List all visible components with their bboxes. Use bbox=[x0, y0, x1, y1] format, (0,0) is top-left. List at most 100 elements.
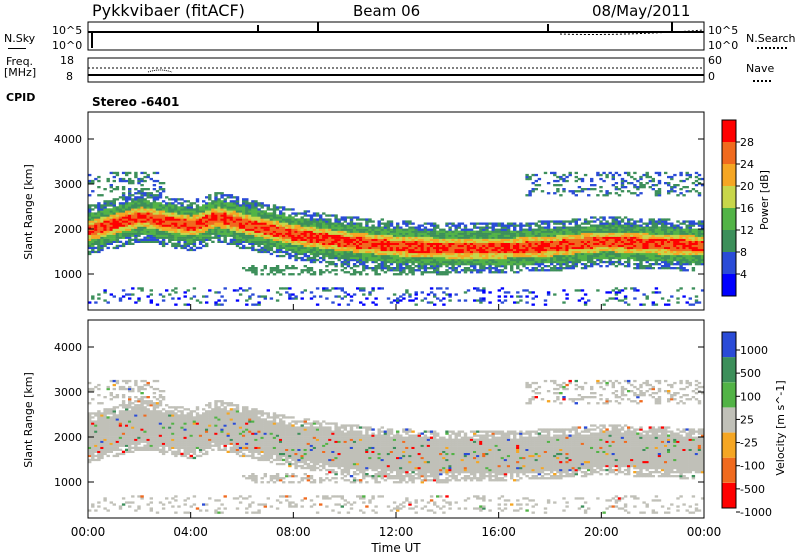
power-cell bbox=[574, 226, 578, 229]
power-cell bbox=[522, 248, 526, 252]
power-cell bbox=[546, 240, 551, 243]
power-cell bbox=[94, 216, 98, 219]
power-cell bbox=[436, 260, 440, 264]
power-cell bbox=[177, 242, 181, 245]
power-cell bbox=[337, 234, 341, 237]
power-cell bbox=[125, 234, 129, 237]
power-cell bbox=[235, 208, 240, 211]
power-cell bbox=[165, 214, 169, 217]
power-cell bbox=[623, 236, 628, 239]
power-cell bbox=[128, 196, 132, 199]
power-cell bbox=[177, 220, 181, 223]
power-cell bbox=[146, 236, 150, 239]
power-cell bbox=[399, 234, 403, 237]
power-cell bbox=[254, 267, 258, 270]
power-cell bbox=[161, 216, 166, 219]
power-cell bbox=[217, 230, 221, 233]
power-cell bbox=[660, 244, 665, 248]
power-cell bbox=[180, 202, 184, 205]
power-cell bbox=[297, 244, 301, 248]
power-cell bbox=[405, 236, 409, 239]
power-cell bbox=[531, 258, 535, 262]
power-cell bbox=[522, 238, 526, 241]
power-cell bbox=[525, 228, 529, 231]
power-cell bbox=[205, 202, 209, 205]
power-cell bbox=[288, 238, 292, 241]
power-cell bbox=[371, 238, 375, 241]
power-cell bbox=[605, 226, 609, 229]
power-cell bbox=[285, 234, 289, 237]
power-cell bbox=[546, 238, 551, 241]
power-cell bbox=[109, 216, 113, 219]
power-cell bbox=[642, 246, 646, 250]
power-cell bbox=[473, 238, 477, 241]
power-cell bbox=[494, 269, 498, 272]
power-cell bbox=[676, 226, 680, 229]
power-cell bbox=[177, 232, 181, 235]
power-cell bbox=[315, 236, 320, 239]
power-cell bbox=[497, 236, 501, 239]
power-cell bbox=[331, 240, 335, 243]
power-cell bbox=[454, 271, 458, 274]
power-cell bbox=[198, 232, 203, 235]
power-cell bbox=[103, 220, 107, 223]
power-cell bbox=[174, 232, 178, 235]
power-cell bbox=[282, 214, 286, 217]
power-cell bbox=[334, 263, 338, 266]
power-cell bbox=[226, 224, 230, 227]
power-cell bbox=[303, 244, 307, 248]
power-cell bbox=[155, 220, 160, 223]
power-cell bbox=[562, 289, 566, 292]
power-cell bbox=[439, 265, 443, 268]
power-cell bbox=[285, 230, 289, 233]
power-cell bbox=[436, 273, 440, 276]
power-cell bbox=[673, 236, 677, 239]
power-cell bbox=[319, 228, 323, 231]
power-cell bbox=[399, 299, 403, 302]
power-cell bbox=[371, 250, 375, 254]
power-cell bbox=[161, 214, 166, 217]
power-cell bbox=[346, 248, 351, 252]
power-cell bbox=[537, 226, 542, 229]
nave-legend-line bbox=[753, 80, 771, 82]
power-cell bbox=[559, 254, 563, 258]
power-cell bbox=[325, 246, 329, 250]
power-cell bbox=[420, 230, 424, 233]
power-cell bbox=[386, 258, 391, 262]
power-cell bbox=[559, 194, 563, 197]
power-cell bbox=[568, 260, 572, 264]
power-cell bbox=[411, 236, 415, 239]
power-cell bbox=[352, 252, 357, 256]
power-cell bbox=[587, 258, 591, 262]
power-cell bbox=[476, 242, 480, 245]
power-cell bbox=[396, 236, 400, 239]
power-cell bbox=[229, 220, 234, 223]
power-cell bbox=[359, 263, 363, 266]
power-cell bbox=[479, 256, 483, 260]
power-cell bbox=[639, 186, 643, 189]
power-cell bbox=[639, 242, 643, 245]
power-cell bbox=[152, 236, 157, 239]
power-cell bbox=[309, 230, 314, 233]
power-cell bbox=[282, 234, 286, 237]
power-cell bbox=[235, 200, 240, 203]
power-cell bbox=[223, 230, 227, 233]
power-cell bbox=[97, 214, 101, 217]
power-cell bbox=[272, 238, 277, 241]
power-cell bbox=[183, 246, 187, 250]
power-cell bbox=[334, 232, 338, 235]
power-cell bbox=[303, 252, 307, 256]
power-cell bbox=[596, 224, 600, 227]
power-cell bbox=[121, 210, 126, 213]
power-cell bbox=[356, 228, 360, 231]
power-cell bbox=[309, 252, 314, 256]
power-cell bbox=[245, 222, 249, 225]
power-cell bbox=[362, 238, 366, 241]
power-cell bbox=[679, 192, 683, 195]
power-cell bbox=[664, 265, 668, 268]
power-cell bbox=[146, 214, 150, 217]
power-cell bbox=[506, 250, 511, 254]
power-cell bbox=[420, 242, 424, 245]
power-cell bbox=[334, 269, 338, 272]
power-cell bbox=[161, 236, 166, 239]
